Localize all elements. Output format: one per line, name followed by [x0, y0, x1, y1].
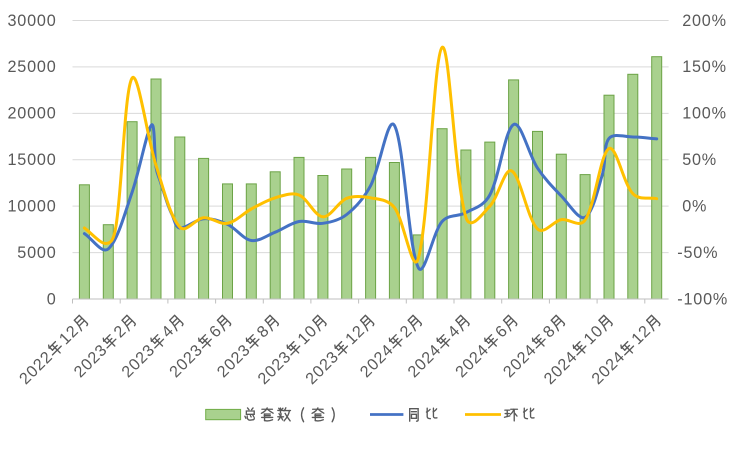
svg-text:0: 0 — [47, 290, 57, 308]
svg-text:10000: 10000 — [7, 198, 56, 216]
svg-text:200%: 200% — [682, 12, 727, 30]
svg-text:-50%: -50% — [677, 244, 718, 262]
svg-text:25000: 25000 — [7, 58, 56, 76]
svg-text:150%: 150% — [682, 58, 727, 76]
svg-text:0%: 0% — [682, 198, 707, 216]
svg-text:15000: 15000 — [7, 151, 56, 169]
svg-text:-100%: -100% — [677, 290, 728, 308]
svg-text:100%: 100% — [682, 105, 727, 123]
svg-text:5000: 5000 — [17, 244, 56, 262]
svg-text:50%: 50% — [682, 151, 717, 169]
svg-text:30000: 30000 — [7, 12, 56, 30]
svg-text:20000: 20000 — [7, 105, 56, 123]
